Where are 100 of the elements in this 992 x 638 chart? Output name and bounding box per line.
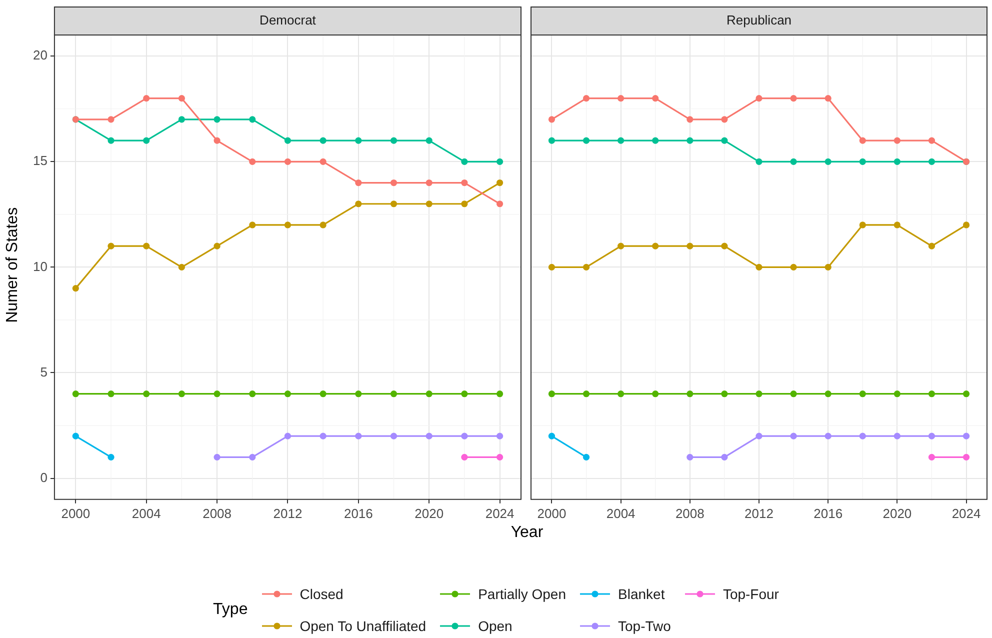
point bbox=[214, 116, 220, 123]
point bbox=[894, 158, 900, 165]
point bbox=[582, 454, 590, 460]
legend-label: Open To Unaffiliated bbox=[300, 618, 426, 634]
point bbox=[496, 432, 504, 440]
point bbox=[320, 432, 326, 440]
point bbox=[284, 222, 292, 228]
point bbox=[721, 116, 728, 123]
point bbox=[721, 390, 728, 398]
point bbox=[582, 264, 590, 270]
point bbox=[928, 390, 936, 398]
point bbox=[108, 390, 114, 398]
point bbox=[756, 158, 762, 165]
point bbox=[249, 454, 256, 460]
point bbox=[756, 264, 762, 270]
point bbox=[721, 242, 728, 250]
point bbox=[390, 390, 398, 398]
point bbox=[790, 158, 797, 165]
point bbox=[790, 390, 797, 398]
y-axis-title: Numer of States bbox=[4, 207, 22, 323]
point bbox=[548, 390, 556, 398]
x-tick-label: 2012 bbox=[744, 506, 774, 521]
point bbox=[496, 179, 504, 186]
point bbox=[143, 242, 150, 250]
legend-title: Type bbox=[213, 601, 248, 619]
point bbox=[962, 454, 970, 460]
y-tick-label: 0 bbox=[40, 470, 48, 485]
point bbox=[355, 179, 362, 186]
x-tick-label: 2012 bbox=[273, 506, 302, 521]
x-tick-label: 2000 bbox=[537, 506, 566, 521]
point bbox=[686, 242, 694, 250]
point bbox=[390, 432, 398, 440]
y-tick-label: 5 bbox=[40, 364, 48, 380]
point bbox=[928, 432, 936, 440]
x-tick-label: 2020 bbox=[882, 506, 912, 521]
point bbox=[320, 222, 326, 228]
point bbox=[618, 95, 624, 102]
point bbox=[426, 179, 432, 186]
point bbox=[652, 390, 659, 398]
point bbox=[686, 390, 694, 398]
point bbox=[824, 390, 832, 398]
x-tick-label: 2024 bbox=[952, 506, 981, 521]
chart-title: Democrat bbox=[260, 12, 316, 28]
x-tick-label: 2016 bbox=[344, 506, 373, 521]
x-axis-title: Year bbox=[510, 524, 544, 542]
point bbox=[355, 200, 362, 208]
point bbox=[496, 200, 504, 208]
legend-label: Blanket bbox=[618, 586, 665, 602]
x-tick-label: 2004 bbox=[132, 506, 161, 521]
point bbox=[496, 158, 504, 165]
point bbox=[249, 390, 256, 398]
point bbox=[894, 390, 900, 398]
point bbox=[284, 432, 292, 440]
point bbox=[582, 390, 590, 398]
point bbox=[72, 285, 79, 292]
point bbox=[108, 137, 114, 144]
point bbox=[461, 158, 468, 165]
point bbox=[320, 158, 326, 165]
point bbox=[461, 454, 468, 460]
point bbox=[962, 222, 970, 228]
point bbox=[355, 390, 362, 398]
point bbox=[962, 432, 970, 440]
point bbox=[721, 137, 728, 144]
point bbox=[390, 137, 398, 144]
legend-label: Closed bbox=[300, 586, 344, 602]
point bbox=[426, 200, 432, 208]
point bbox=[355, 137, 362, 144]
point bbox=[108, 116, 114, 123]
point bbox=[652, 95, 659, 102]
point bbox=[928, 137, 936, 144]
point bbox=[686, 454, 694, 460]
point bbox=[790, 95, 797, 102]
point bbox=[249, 222, 256, 228]
x-tick-label: 2020 bbox=[414, 506, 444, 521]
point bbox=[790, 432, 797, 440]
point bbox=[426, 390, 432, 398]
point bbox=[214, 454, 220, 460]
point bbox=[214, 390, 220, 398]
point bbox=[859, 137, 866, 144]
point bbox=[426, 432, 432, 440]
point bbox=[548, 432, 556, 440]
x-tick-label: 2008 bbox=[675, 506, 704, 521]
point bbox=[284, 390, 292, 398]
point bbox=[928, 454, 936, 460]
point bbox=[548, 137, 556, 144]
point bbox=[548, 264, 556, 270]
point bbox=[618, 242, 624, 250]
point bbox=[859, 222, 866, 228]
point bbox=[652, 137, 659, 144]
point bbox=[790, 264, 797, 270]
point bbox=[859, 390, 866, 398]
point bbox=[72, 432, 79, 440]
point bbox=[426, 137, 432, 144]
point bbox=[178, 95, 185, 102]
point bbox=[108, 454, 114, 460]
point bbox=[894, 432, 900, 440]
point bbox=[582, 95, 590, 102]
legend-label: Partially Open bbox=[478, 586, 566, 602]
point bbox=[143, 390, 150, 398]
point bbox=[824, 264, 832, 270]
